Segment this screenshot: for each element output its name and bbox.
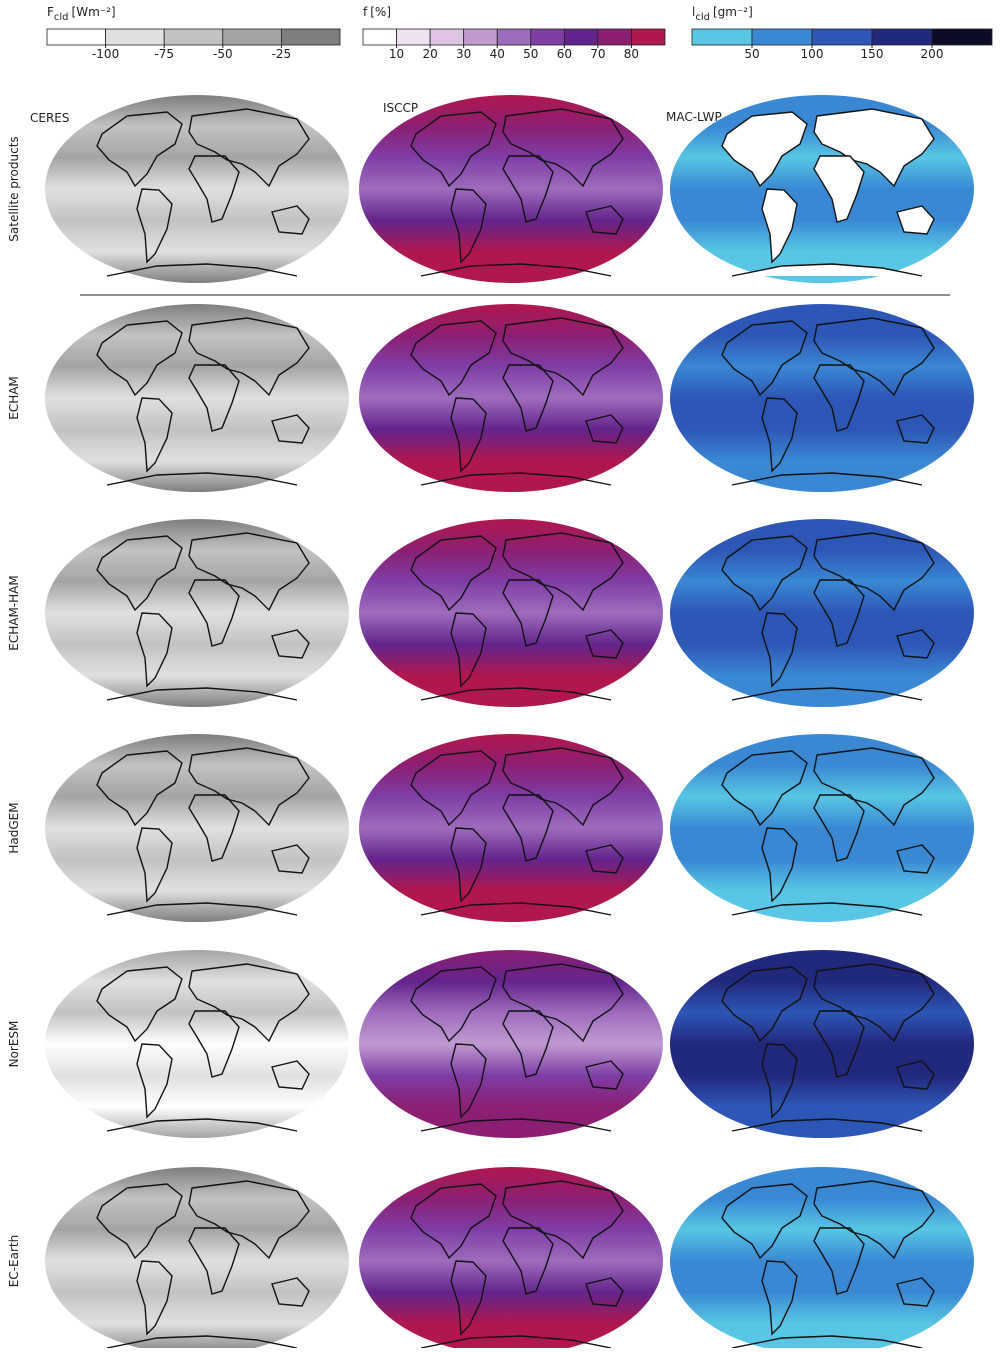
map-panel [670,519,974,707]
colorbar-box [563,28,599,46]
label-symbol: l [692,5,695,19]
colorbar-tick-label: 40 [490,47,505,61]
map-panel [670,1167,974,1352]
map-panel [45,950,349,1138]
colorbar-tick-label: 80 [624,47,639,61]
map-panel [359,950,663,1138]
map-panel [359,304,663,492]
label-symbol: f [363,5,368,19]
label-unit: [%] [370,5,391,19]
row-label: Satellite products [7,136,21,241]
map-panel [45,1167,349,1352]
map-panel [45,304,349,492]
colorbar-box [105,28,165,46]
row-label: HadGEM [7,802,21,853]
colorbar-box [871,28,933,46]
map-panel [359,95,663,283]
colorbar-tick-label: 150 [861,47,884,61]
colorbar-label: lcld [gm⁻²] [692,5,753,23]
label-symbol: F [47,5,54,19]
map-panel [670,950,974,1138]
colorbar-label: f [%] [363,5,391,19]
column-label: ISCCP [383,101,418,115]
colorbar-tick-label: 20 [422,47,437,61]
colorbar-box [597,28,632,46]
map-panel [359,734,663,922]
colorbar-box [222,28,282,46]
row-label: NorESM [7,1021,21,1068]
colorbar-box [280,28,341,46]
label-unit: [gm⁻²] [713,5,753,19]
label-subscript: cld [54,12,69,23]
colorbar-box [163,28,224,46]
label-unit: [Wm⁻²] [72,5,116,19]
map-panel [45,519,349,707]
row-label: EC-Earth [7,1235,21,1287]
colorbar-tick-label: 200 [921,47,944,61]
colorbar-box [631,28,666,46]
colorbar-box [362,28,397,46]
colorbar-box [396,28,431,46]
label-subscript: cld [695,12,710,23]
colorbar-tick-label: -50 [213,47,233,61]
colorbar-tick-label: 100 [801,47,824,61]
colorbar-label: Fcld [Wm⁻²] [47,5,116,23]
colorbar-box [691,28,753,46]
row-label: ECHAM-HAM [7,575,21,650]
map-panel [359,519,663,707]
map-panel [359,1167,663,1352]
map-panel [45,95,349,283]
colorbar-tick-label: 60 [557,47,572,61]
colorbar-box [811,28,873,46]
map-panel [45,734,349,922]
colorbar-tick-label: 50 [744,47,759,61]
row-label: ECHAM [7,376,21,420]
colorbar-box [931,28,993,46]
colorbar-box [496,28,532,46]
column-label: CERES [30,111,70,125]
colorbar-tick-label: 10 [389,47,404,61]
colorbar-tick-label: -75 [154,47,174,61]
colorbar-box [46,28,106,46]
colorbar-box [429,28,465,46]
colorbar-box [530,28,565,46]
colorbar-tick-label: -25 [272,47,292,61]
colorbar-tick-label: 70 [590,47,605,61]
map-panel [670,304,974,492]
map-panel [670,734,974,922]
colorbar-tick-label: 30 [456,47,471,61]
column-label: MAC-LWP [666,110,722,124]
colorbar-box [463,28,498,46]
colorbar-tick-label: 50 [523,47,538,61]
colorbar-tick-label: -100 [92,47,119,61]
colorbar-box [751,28,813,46]
